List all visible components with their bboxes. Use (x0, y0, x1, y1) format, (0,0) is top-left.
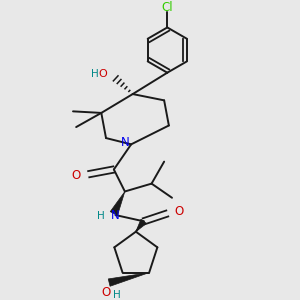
Polygon shape (136, 219, 146, 232)
Text: H: H (97, 211, 105, 221)
Text: O: O (98, 69, 106, 79)
Text: N: N (111, 208, 120, 221)
Text: Cl: Cl (161, 1, 173, 13)
Polygon shape (110, 191, 125, 215)
Text: H: H (113, 290, 121, 299)
Text: O: O (174, 206, 183, 218)
Text: H: H (91, 69, 99, 79)
Text: N: N (121, 136, 129, 149)
Text: O: O (72, 169, 81, 182)
Polygon shape (108, 273, 149, 286)
Text: O: O (101, 286, 111, 298)
